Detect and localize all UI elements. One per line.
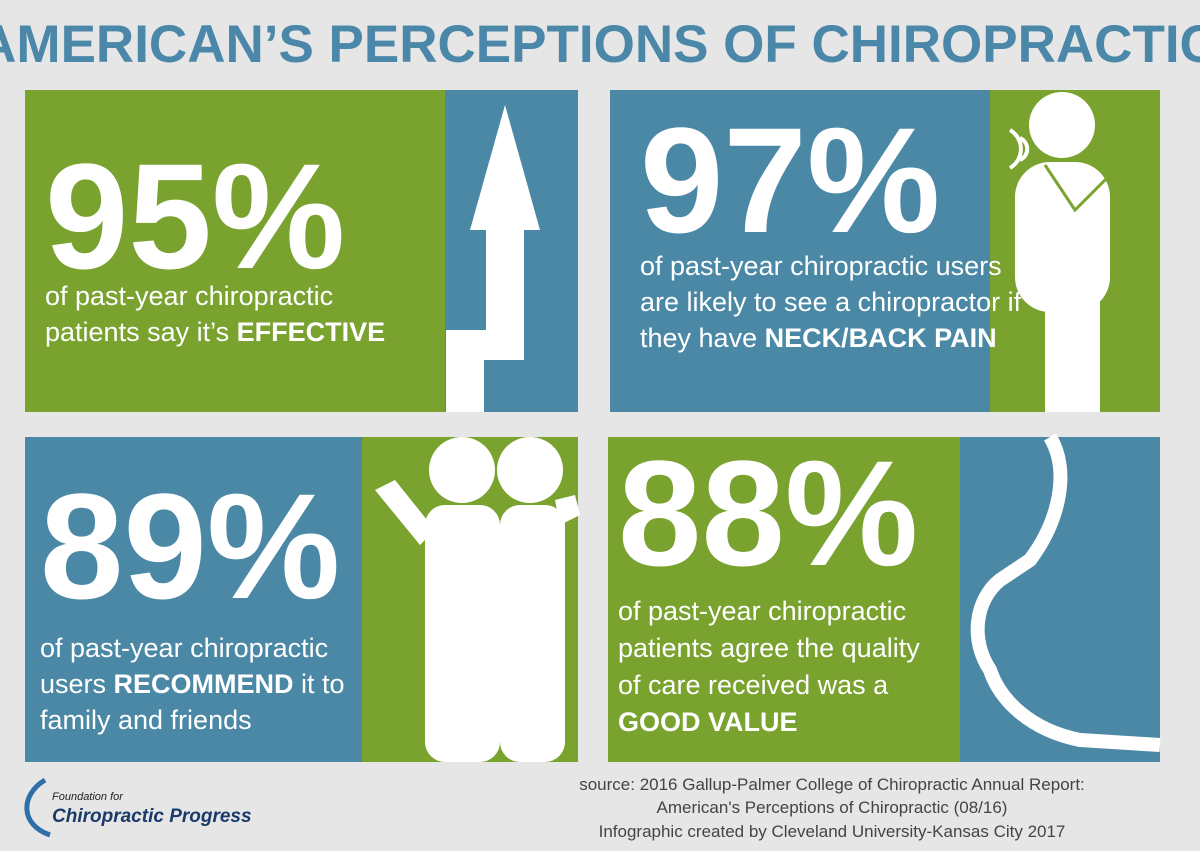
stat: 88%: [618, 429, 918, 597]
text-segment: of past-year chiropractic: [45, 281, 333, 311]
arrow-icon: [446, 105, 540, 412]
thumb-icon: [970, 433, 1161, 752]
stat: 89%: [40, 462, 340, 630]
text-segment: of care received was a: [618, 670, 889, 700]
logo-swoosh: [24, 777, 51, 838]
description-line: are likely to see a chiropractor if: [640, 287, 1022, 317]
description-line: of past-year chiropractic: [618, 596, 906, 626]
source-line: source: 2016 Gallup-Palmer College of Ch…: [579, 775, 1085, 794]
text-segment: patients say it’s: [45, 317, 237, 347]
description-line: users RECOMMEND it to: [40, 669, 345, 699]
text-segment: of past-year chiropractic: [40, 633, 328, 663]
text-segment: family and friends: [40, 705, 252, 735]
logo-main: Chiropractic Progress: [52, 806, 252, 827]
text-segment: patients agree the quality: [618, 633, 920, 663]
source-line: American's Perceptions of Chiropractic (…: [657, 798, 1008, 817]
source-line: Infographic created by Cleveland Univers…: [599, 822, 1066, 841]
description-line: of care received was a: [618, 670, 889, 700]
text-segment: they have: [640, 323, 765, 353]
text-segment: are likely to see a chiropractor if: [640, 287, 1022, 317]
text-segment: it to: [294, 669, 345, 699]
description-line: patients agree the quality: [618, 633, 920, 663]
description-line: family and friends: [40, 705, 252, 735]
stat: 97%: [640, 96, 940, 264]
emphasis: NECK/BACK PAIN: [765, 323, 997, 353]
stat: 95%: [45, 132, 345, 300]
logo-small: Foundation for: [52, 791, 124, 803]
title: AMERICAN’S PERCEPTIONS OF CHIROPRACTIC: [0, 15, 1200, 74]
text-segment: users: [40, 669, 114, 699]
person-icon: [1008, 92, 1112, 412]
text-segment: of past-year chiropractic users: [640, 251, 1002, 281]
text-segment: of past-year chiropractic: [618, 596, 906, 626]
people-icon: [375, 437, 580, 762]
emphasis: RECOMMEND: [114, 669, 294, 699]
emphasis: EFFECTIVE: [237, 317, 386, 347]
description-line: patients say it’s EFFECTIVE: [45, 317, 385, 347]
description-line: of past-year chiropractic: [45, 281, 333, 311]
description-line: they have NECK/BACK PAIN: [640, 323, 997, 353]
description-line: of past-year chiropractic users: [640, 251, 1002, 281]
description-line: GOOD VALUE: [618, 707, 798, 737]
description-line: of past-year chiropractic: [40, 633, 328, 663]
emphasis: GOOD VALUE: [618, 707, 798, 737]
